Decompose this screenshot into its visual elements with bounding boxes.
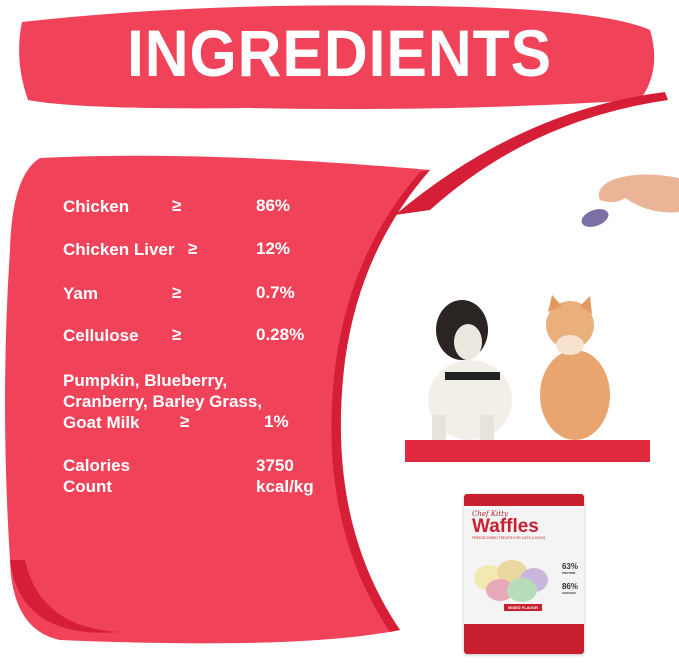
ingredient-symbol: ≥	[188, 239, 198, 258]
package-protein: 63% PROTEIN	[562, 562, 578, 575]
protein-label: PROTEIN	[561, 571, 576, 575]
ingredient-value: 0.7%	[256, 283, 295, 302]
calories-value-line: kcal/kg	[256, 477, 314, 496]
ingredient-value: 0.28%	[256, 325, 305, 344]
package-flavor: MIXED FLAVOR	[504, 604, 542, 611]
package-top-band	[464, 494, 584, 506]
title-banner	[19, 5, 655, 109]
ingredient-symbol: ≥	[172, 196, 182, 215]
panel-edge	[331, 170, 430, 632]
ingredient-value: 1%	[264, 412, 289, 431]
ingredient-symbol: ≥	[180, 412, 190, 431]
chicken-value: 86%	[561, 582, 578, 591]
ingredient-name-line: Goat Milk	[63, 413, 140, 432]
hand-with-treat	[581, 174, 679, 227]
ingredient-name-line: Pumpkin, Blueberry,	[63, 371, 228, 390]
waffle-treats-image	[474, 560, 548, 602]
protein-value: 63%	[561, 562, 578, 571]
ingredient-name: Pumpkin, Blueberry, Cranberry, Barley Gr…	[63, 370, 262, 433]
ingredient-value: 12%	[256, 239, 291, 258]
package-brand: Chef Kitty	[472, 510, 508, 518]
ingredient-name: Cellulose	[63, 326, 139, 345]
panel-curl	[10, 560, 120, 633]
ingredient-name-line: Cranberry, Barley Grass,	[63, 392, 263, 411]
page-title: INGREDIENTS	[126, 16, 553, 90]
package-bottom-band	[464, 624, 584, 654]
ingredient-name: Chicken Liver	[63, 240, 175, 259]
package-chicken: 86% CHICKEN	[562, 582, 578, 595]
red-swoosh	[395, 92, 668, 215]
calories-label-line: Count	[63, 477, 113, 496]
calories-label: Calories Count	[63, 455, 130, 497]
shelf	[405, 440, 650, 462]
package-name: Waffles	[472, 516, 539, 537]
dog-photo	[428, 300, 512, 440]
ingredient-name: Chicken	[63, 197, 130, 216]
ingredient-symbol: ≥	[172, 283, 182, 302]
calories-label-line: Calories	[63, 456, 131, 475]
product-package: Chef Kitty Waffles FREEZE-DRIED TREATS F…	[464, 494, 584, 654]
ingredient-symbol: ≥	[172, 325, 182, 344]
ingredient-value: 86%	[256, 196, 291, 215]
cat-photo	[540, 295, 610, 440]
calories-value-line: 3750	[256, 456, 294, 475]
chicken-label: CHICKEN	[561, 591, 576, 595]
ingredients-panel	[5, 155, 430, 644]
calories-value: 3750 kcal/kg	[256, 455, 314, 497]
ingredient-name: Yam	[63, 284, 98, 303]
package-subtitle: FREEZE-DRIED TREATS FOR CATS & DOGS	[472, 536, 546, 540]
